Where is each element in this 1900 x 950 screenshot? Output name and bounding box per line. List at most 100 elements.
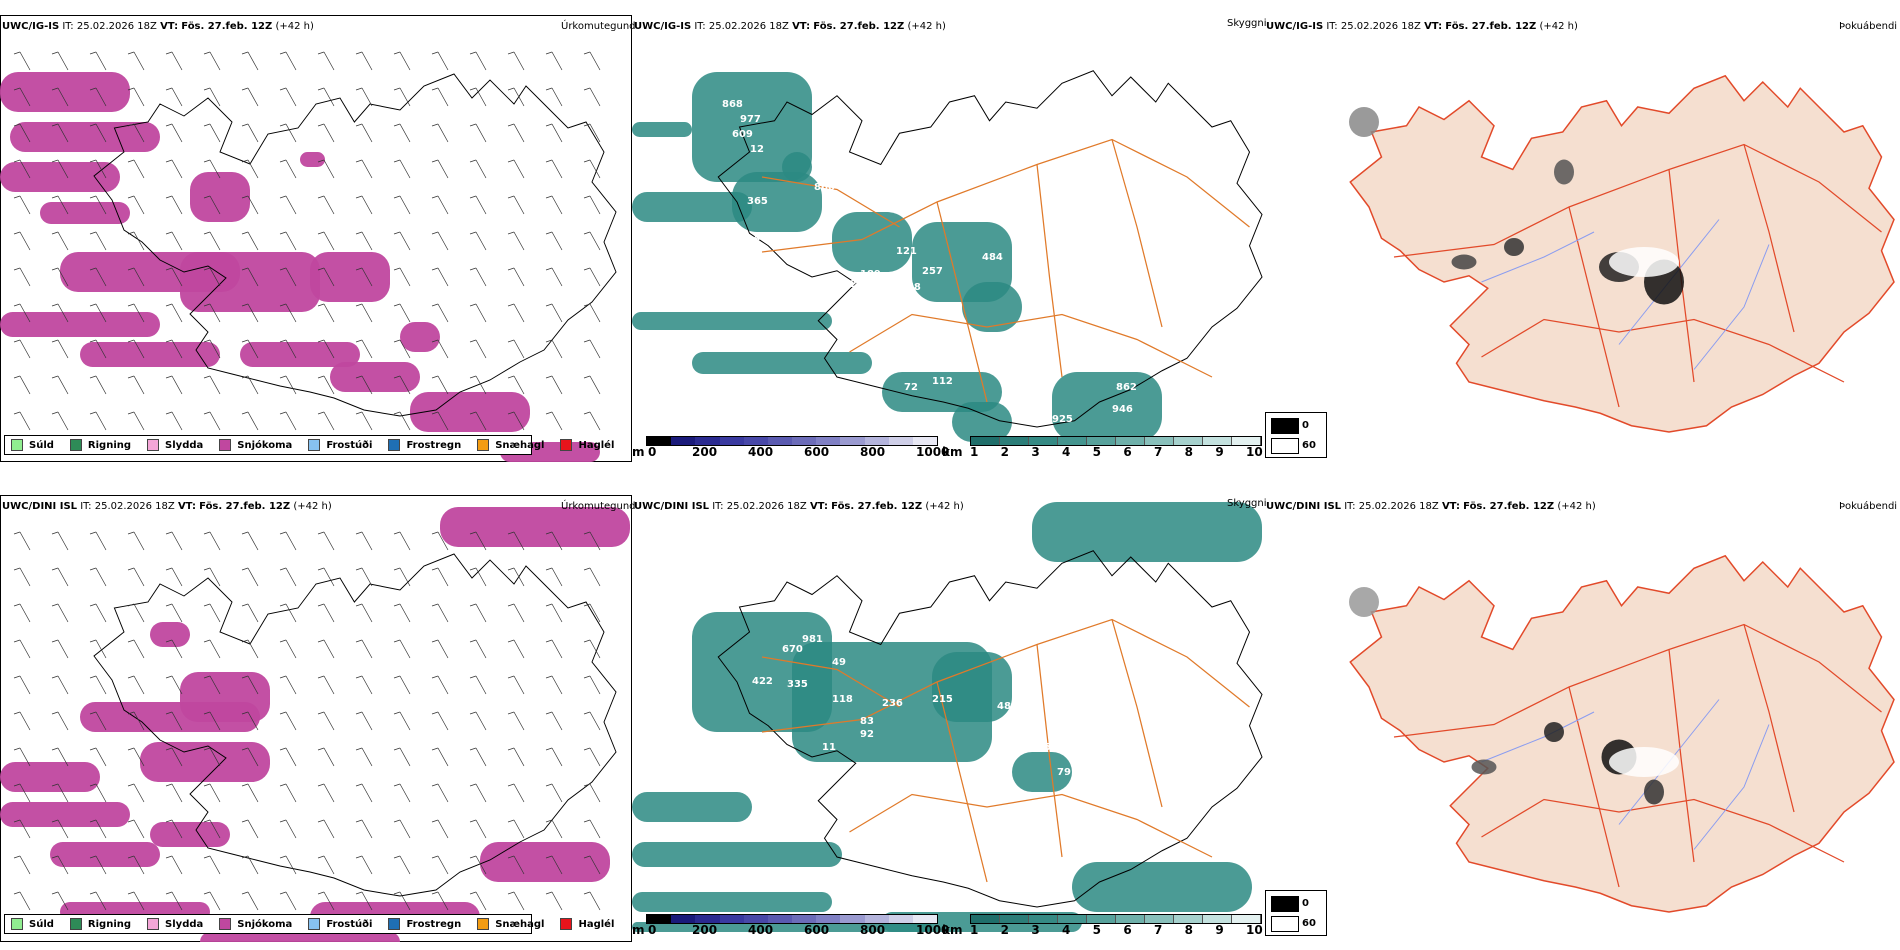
colorbar-cell <box>767 915 793 923</box>
snow-area <box>0 312 160 337</box>
visibility-tick: 8 <box>1184 923 1194 937</box>
wind-barb <box>431 303 449 323</box>
wind-barb <box>203 123 221 143</box>
snow-areas <box>0 72 600 462</box>
cloudbase-tick: 400 <box>748 923 774 937</box>
wind-barb <box>469 123 487 143</box>
wind-barb <box>13 819 31 839</box>
wind-barb <box>431 51 449 71</box>
cloudbase-tick: 200 <box>692 923 718 937</box>
visibility-area <box>632 122 692 137</box>
wind-barb <box>469 375 487 395</box>
road <box>761 176 900 228</box>
visibility-tick: 6 <box>1123 923 1132 937</box>
visibility-areas <box>632 72 1162 442</box>
wind-barb <box>279 531 297 551</box>
wind-barb <box>279 375 297 395</box>
visibility-area <box>962 282 1022 332</box>
wind-barb <box>51 747 69 767</box>
legend-item: Frostregn <box>388 918 461 930</box>
colorbar-cell <box>1029 437 1058 445</box>
cloudbase-tick: 1000 <box>916 923 950 937</box>
wind-barb <box>431 339 449 359</box>
wind-barb <box>545 567 563 587</box>
row2-precip-title: Úrkomutegund <box>561 501 636 512</box>
wind-barb <box>545 375 563 395</box>
wind-barb <box>507 711 525 731</box>
iceland-outline <box>717 550 1263 908</box>
snow-area <box>150 622 190 647</box>
colorbar-cell <box>888 437 913 445</box>
legend-label: Slydda <box>165 439 204 451</box>
wind-barb <box>279 675 297 695</box>
snow-area <box>50 842 160 867</box>
legend-swatch <box>147 918 160 930</box>
wind-barb <box>13 411 31 431</box>
wind-barb <box>241 267 259 287</box>
wind-barb <box>279 639 297 659</box>
wind-barb <box>203 195 221 215</box>
wind-barb <box>127 123 145 143</box>
legend-label: Snjókoma <box>237 439 293 451</box>
wind-barb <box>469 531 487 551</box>
row1-precip-title: Úrkomutegund <box>561 21 636 32</box>
wind-barb <box>13 567 31 587</box>
iceland-outline <box>93 73 617 417</box>
legend-label: Slydda <box>165 918 204 930</box>
fog-patch <box>1349 587 1379 617</box>
wind-barb <box>165 819 183 839</box>
wind-barb <box>583 231 601 251</box>
snow-area <box>240 342 360 367</box>
wind-barb <box>89 567 107 587</box>
wind-barb <box>89 267 107 287</box>
wind-barb <box>13 51 31 71</box>
visibility-area <box>692 72 812 182</box>
cloudbase-value: 331 <box>850 294 871 305</box>
road <box>761 656 900 708</box>
legend-item: Frostúði <box>308 918 372 930</box>
wind-barb <box>507 267 525 287</box>
colorbar-cell <box>671 915 696 923</box>
fog-patch <box>1554 159 1574 185</box>
wind-barb <box>165 159 183 179</box>
wind-barb <box>583 303 601 323</box>
wind-barb <box>469 339 487 359</box>
wind-barb <box>89 195 107 215</box>
colorbar-cell <box>816 437 841 445</box>
wind-barb <box>89 891 107 911</box>
wind-barb <box>127 747 145 767</box>
fog-patch <box>1349 107 1379 137</box>
wind-barb <box>127 267 145 287</box>
legend-item: Snæhagl <box>477 439 544 451</box>
wind-barb <box>507 87 525 107</box>
wind-barb <box>317 855 335 875</box>
cloudbase-value: 981 <box>802 634 823 645</box>
wind-barb <box>51 711 69 731</box>
wind-barb <box>51 567 69 587</box>
wind-barb <box>51 855 69 875</box>
wind-barb <box>203 531 221 551</box>
cloudbase-value: 257 <box>922 266 943 277</box>
wind-barb <box>545 855 563 875</box>
wind-barb <box>317 231 335 251</box>
wind-barb <box>203 675 221 695</box>
wind-barb <box>51 87 69 107</box>
wind-barb <box>241 783 259 803</box>
wind-barb <box>545 267 563 287</box>
road <box>1111 619 1163 808</box>
visibility-tick: 9 <box>1215 445 1224 459</box>
wind-barb <box>127 531 145 551</box>
wind-barb <box>583 603 601 623</box>
cloudbase-value: 468 <box>900 282 921 293</box>
snow-area <box>0 802 130 827</box>
road <box>849 793 1213 858</box>
row2-visibility-scale: km 1 2 3 4 5 6 7 8 9 10 <box>942 914 1264 938</box>
wind-barb <box>89 819 107 839</box>
wind-barb <box>393 675 411 695</box>
cloudbase-value: 422 <box>752 676 773 687</box>
wind-barb <box>127 639 145 659</box>
wind-barb <box>127 855 145 875</box>
wind-barb <box>241 711 259 731</box>
visibility-tick: 1 <box>970 445 979 459</box>
